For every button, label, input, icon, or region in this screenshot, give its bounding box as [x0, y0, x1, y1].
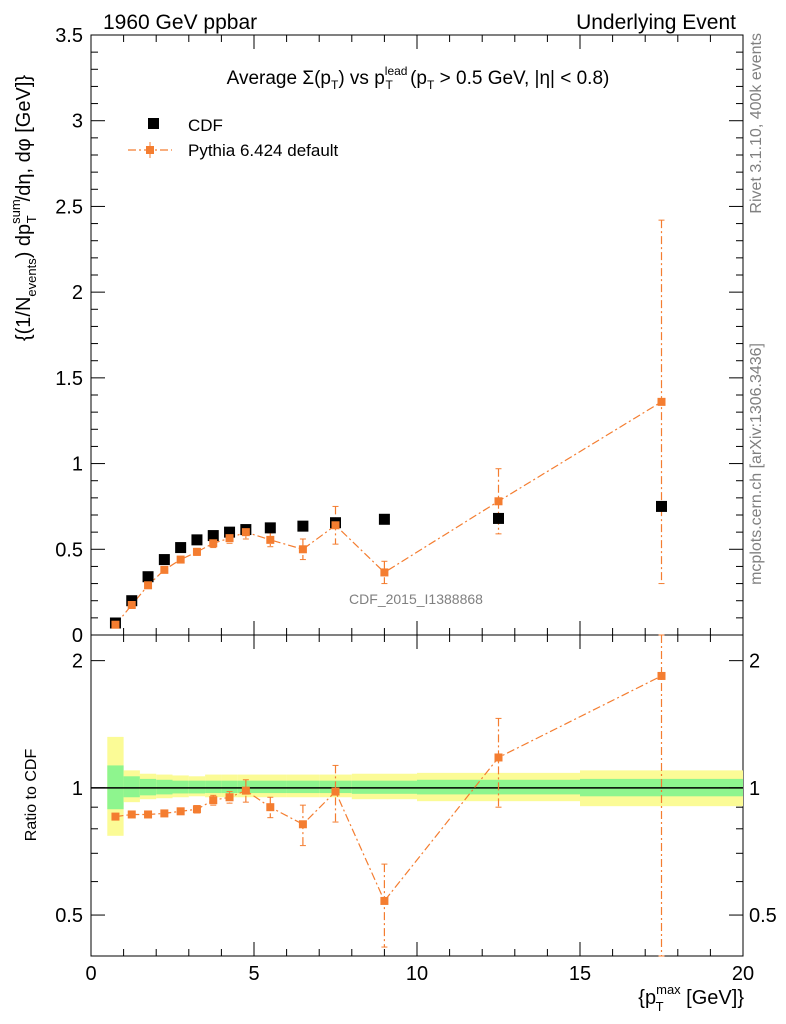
ratio-point: [225, 793, 234, 802]
ratio-y-tick-label-right: 2: [749, 651, 760, 673]
x-tick-label: 0: [85, 963, 96, 985]
ratio-point: [331, 787, 340, 796]
mcplots-side-label: mcplots.cern.ch [arXiv:1306.3436]: [748, 343, 765, 585]
ratio-point: [127, 810, 136, 819]
cdf-point: [297, 520, 309, 532]
y-tick-label: 1: [72, 454, 83, 476]
pythia-point: [225, 534, 234, 543]
inner-band: [172, 780, 189, 794]
ratio-series: [111, 634, 666, 957]
pythia-point: [494, 497, 503, 506]
cdf-point: [656, 500, 667, 512]
cdf-point: [493, 512, 504, 524]
cdf-point: [191, 534, 203, 546]
ratio-point: [380, 896, 389, 905]
pythia-point: [209, 539, 218, 548]
cdf-point: [126, 595, 138, 607]
pythia-point: [127, 601, 136, 609]
ratio-point: [111, 812, 120, 821]
main-y-axis: 0 0.5 1 1.5 2 2.5 3 3.5: [55, 25, 743, 647]
ratio-point: [176, 807, 185, 816]
main-y-axis-label: {(1/Nevents) dpsumT/dη, dφ [GeV]}: [8, 75, 39, 341]
x-axis: 0 5 10 15 20: [85, 35, 754, 985]
ratio-y-tick-label: 1: [72, 778, 83, 800]
pythia-point: [144, 581, 153, 590]
x-tick-label: 15: [569, 963, 591, 985]
inner-band: [254, 780, 287, 794]
inner-band: [188, 780, 206, 794]
y-tick-label: 0: [72, 625, 83, 647]
inner-band: [123, 776, 140, 798]
legend-cdf-label: CDF: [188, 116, 223, 135]
header-right-label: Underlying Event: [576, 11, 736, 34]
pythia-point: [176, 555, 185, 564]
pythia-point: [331, 521, 340, 530]
cdf-point: [378, 513, 390, 525]
x-tick-label: 20: [732, 963, 754, 985]
legend-cdf-marker: [148, 118, 159, 129]
ratio-y-tick-label: 0.5: [55, 905, 83, 927]
ratio-point: [160, 809, 169, 818]
ratio-point: [144, 810, 153, 819]
ratio-y-tick-label: 2: [72, 651, 83, 673]
cdf-point: [158, 554, 170, 566]
ratio-y-tick-label-right: 0.5: [749, 905, 777, 927]
pythia-point: [266, 535, 275, 544]
ratio-uncertainty-bands: [90, 634, 744, 957]
pythia-point: [241, 528, 250, 537]
y-tick-label: 1.5: [55, 368, 83, 390]
y-tick-label: 2.5: [55, 196, 83, 218]
analysis-watermark: CDF_2015_I1388868: [349, 591, 483, 607]
cdf-point: [224, 526, 236, 538]
ratio-point: [241, 786, 250, 795]
legend-pythia-marker: [146, 146, 154, 154]
legend-pythia-label: Pythia 6.424 default: [188, 141, 339, 160]
main-series: [109, 219, 667, 629]
legend: CDF Pythia 6.424 default: [128, 116, 339, 160]
header-left-label: 1960 GeV ppbar: [103, 11, 257, 34]
y-tick-label: 0.5: [55, 539, 83, 561]
main-plot-title: Average Σ(pT) vs plead T (pT > 0.5 GeV, |…: [227, 64, 610, 92]
ratio-point: [494, 753, 503, 762]
cdf-point: [207, 530, 219, 542]
cdf-point: [264, 522, 276, 534]
inner-band: [156, 779, 173, 795]
ratio-y-axis: 0.5 0.5 1 1 2 2: [55, 651, 777, 957]
cdf-point: [175, 542, 187, 554]
ratio-point: [209, 796, 218, 805]
rivet-side-label: Rivet 3.1.10, 400k events: [748, 33, 765, 214]
inner-band: [286, 780, 320, 794]
ratio-panel: 0.5 0.51 12 2 0 5 10 15 20 Ratio to CDF {pmax T …: [23, 35, 777, 1014]
cdf-point: [142, 571, 154, 583]
y-tick-label: 2: [72, 282, 83, 304]
ratio-point: [298, 820, 307, 829]
inner-band: [205, 780, 222, 794]
y-tick-label: 3.5: [55, 25, 83, 47]
pythia-point: [380, 568, 389, 577]
x-axis-label: {pmax T [GeV]}: [638, 982, 744, 1014]
x-tick-label: 10: [406, 963, 428, 985]
main-panel: Average Σ(pT) vs plead T (pT > 0.5 GeV, |…: [8, 25, 744, 647]
pythia-point: [160, 565, 169, 574]
y-tick-label: 3: [72, 111, 83, 133]
pythia-point: [192, 547, 201, 556]
pythia-point: [657, 397, 666, 406]
x-tick-label: 5: [248, 963, 259, 985]
pythia-point: [111, 620, 120, 629]
inner-band: [221, 780, 238, 794]
ratio-y-tick-label-right: 1: [749, 778, 760, 800]
ratio-point: [192, 805, 201, 814]
ratio-y-axis-label: Ratio to CDF: [23, 749, 40, 842]
ratio-point: [657, 671, 666, 680]
pythia-point: [298, 545, 307, 554]
ratio-point: [266, 803, 275, 812]
